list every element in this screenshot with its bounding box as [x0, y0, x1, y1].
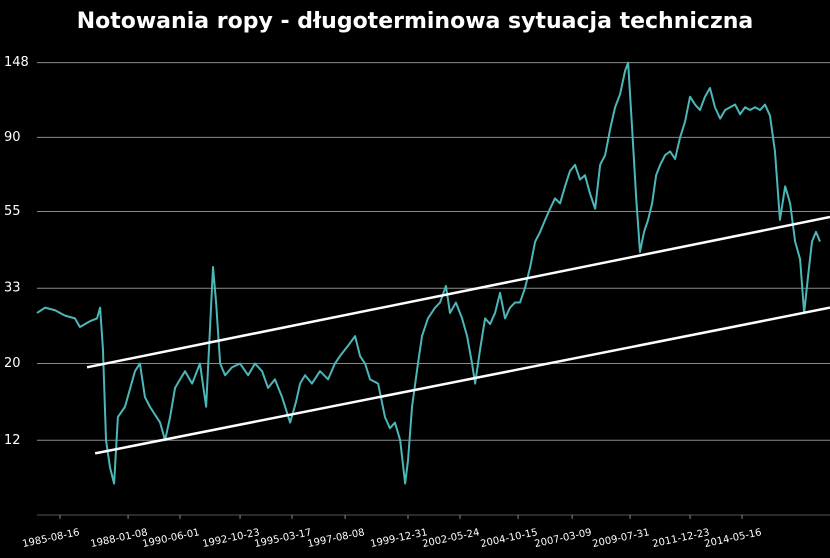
- chart-title: Notowania ropy - długoterminowa sytuacja…: [77, 9, 754, 34]
- price-line: [36, 61, 821, 485]
- y-tick-label: 90: [4, 130, 21, 145]
- trend-line: [86, 215, 830, 369]
- y-tick-label: 148: [4, 55, 29, 70]
- y-tick-label: 20: [4, 356, 21, 371]
- trend-line: [94, 306, 830, 455]
- y-tick-label: 55: [4, 204, 21, 219]
- y-tick-label: 33: [4, 281, 21, 296]
- y-tick-label: 12: [4, 433, 21, 448]
